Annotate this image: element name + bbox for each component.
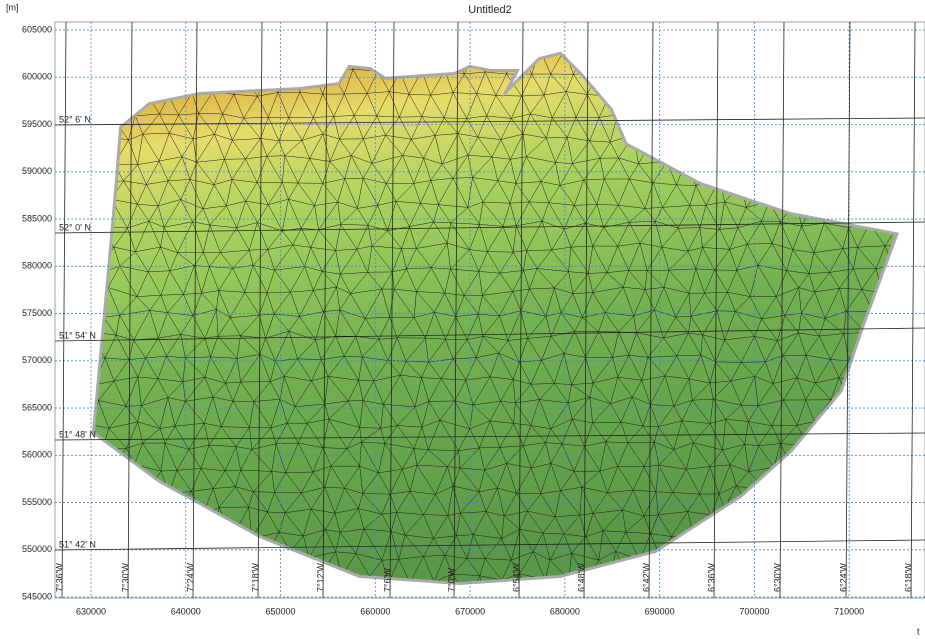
lon-label: 6°24'W [838,563,848,592]
mesh-edge [424,598,439,601]
mesh-edge [682,598,702,602]
y-tick-label: 600000 [22,72,52,82]
y-tick-label: 545000 [22,591,52,601]
lon-label: 6°48'W [576,563,586,592]
x-tick-label: 690000 [645,606,675,616]
lon-label: 7°6'W [382,568,392,592]
lon-label: 7°0'W [446,568,456,592]
lon-label: 6°42'W [641,563,651,592]
x-tick-label: 660000 [360,606,390,616]
y-tick-label: 555000 [22,497,52,507]
lat-label: 52° 0' N [59,222,91,232]
mesh-edge [224,603,249,604]
y-tick-label: 560000 [22,450,52,460]
lon-label: 6°30'W [772,563,782,592]
y-tick-label: 585000 [22,213,52,223]
lat-label: 51° 54' N [59,330,96,340]
x-tick-label: 680000 [550,606,580,616]
y-tick-label: 590000 [22,166,52,176]
mesh-edge [157,603,178,604]
mesh-edge [909,602,924,603]
x-tick-label: 670000 [455,606,485,616]
lon-label: 7°24'W [185,563,195,592]
lon-label: 7°36'W [54,563,64,592]
mesh-edge [768,599,797,600]
mesh-edge [883,602,909,604]
lon-label: 7°12'W [315,563,325,592]
mesh-edge [329,601,355,604]
chart-title: Untitled2 [468,4,511,16]
mesh-edge [862,601,883,604]
mesh-edge [818,600,835,604]
x-tick-label: 630000 [76,606,106,616]
lat-label: 51° 42' N [59,539,96,549]
x-tick-label: 650000 [266,606,296,616]
lon-label: 7°18'W [250,563,260,592]
x-axis-label: t [917,626,920,636]
y-tick-label: 595000 [22,119,52,129]
mesh-edge [89,599,117,600]
y-tick-label: 605000 [22,24,52,34]
x-tick-label: 710000 [834,606,864,616]
y-tick-label: 550000 [22,544,52,554]
mesh-edge [836,601,862,604]
lat-label: 51° 48' N [59,429,96,439]
lon-label: 6°18'W [903,563,913,592]
y-tick-label: 575000 [22,308,52,318]
lon-label: 6°54'W [511,563,521,592]
chart: Untitled2 [m] t 630000 640000 650000 660000… [0,0,925,639]
mesh-edge [666,601,682,602]
y-tick-label: 570000 [22,355,52,365]
y-tick-label: 580000 [22,261,52,271]
mesh-edge [702,598,730,603]
x-tick-label: 640000 [171,606,201,616]
x-tick-label: 700000 [739,606,769,616]
mesh-edge [552,598,576,604]
lon-label: 6°36'W [706,563,716,592]
lon-label: 7°30'W [120,563,130,592]
y-tick-label: 565000 [22,402,52,412]
lat-label: 52° 6' N [59,114,91,124]
y-axis-label: [m] [6,2,19,12]
